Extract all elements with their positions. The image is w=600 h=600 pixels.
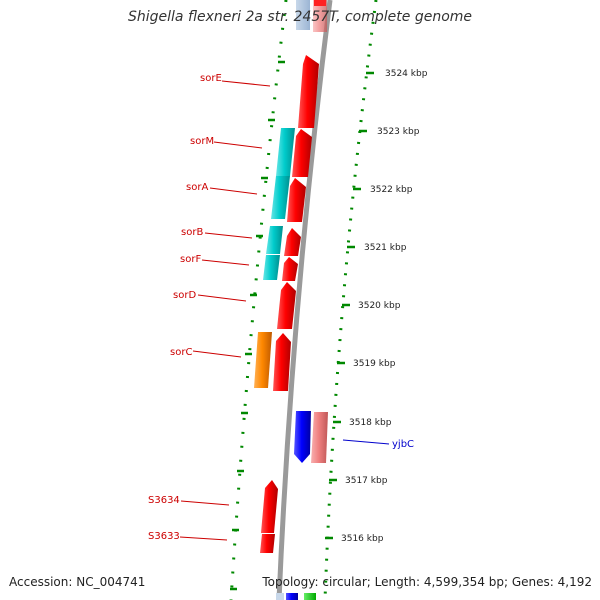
cds-feature — [260, 534, 275, 553]
gene-label-sorD[interactable]: sorD — [173, 290, 196, 301]
gene-leader-line — [180, 500, 230, 506]
gene-leader-line — [342, 439, 390, 445]
outer-scale-ticks — [325, 71, 374, 540]
scale-label-3524: 3524 kbp — [385, 69, 428, 79]
gene-label-sorE[interactable]: sorE — [200, 73, 222, 84]
cds-feature — [254, 332, 272, 388]
gene-label-yjbC[interactable]: yjbC — [392, 439, 414, 450]
gene-label-sorF[interactable]: sorF — [180, 254, 201, 265]
scale-label-3519: 3519 kbp — [353, 359, 396, 369]
cds-feature — [263, 255, 280, 280]
gene-label-sorB[interactable]: sorB — [181, 227, 203, 238]
cds-feature-top-edge — [313, 0, 327, 32]
outer-scale-arc — [323, 0, 378, 600]
cds-feature — [311, 412, 328, 463]
scale-label-3518: 3518 kbp — [349, 418, 392, 428]
genome-summary-text: Topology: circular; Length: 4,599,354 bp… — [262, 575, 592, 589]
gene-leader-line — [204, 232, 253, 239]
cds-feature-bottom-edge — [304, 593, 316, 600]
scale-label-3521: 3521 kbp — [364, 243, 407, 253]
gene-label-S3633[interactable]: S3633 — [148, 531, 180, 542]
gene-leader-line — [213, 141, 263, 149]
cds-feature — [284, 228, 301, 256]
gene-label-sorM[interactable]: sorM — [190, 136, 214, 147]
cds-feature — [271, 176, 290, 219]
inner-scale-arc — [229, 0, 288, 600]
genome-backbone — [276, 0, 333, 600]
gene-leader-line — [209, 187, 258, 195]
cds-feature — [287, 178, 306, 222]
gene-label-sorC[interactable]: sorC — [170, 347, 192, 358]
accession-text: Accession: NC_004741 — [9, 575, 146, 589]
scale-label-3523: 3523 kbp — [377, 127, 420, 137]
gene-leader-line — [192, 350, 242, 358]
cds-feature-top-edge — [296, 0, 310, 30]
cds-feature — [298, 55, 319, 128]
cds-feature — [282, 257, 298, 281]
cds-feature — [277, 282, 296, 329]
gene-leader-line — [197, 294, 247, 302]
cds-feature — [276, 128, 295, 176]
gene-leader-line — [221, 80, 271, 87]
inner-scale-ticks — [230, 60, 285, 591]
cds-feature — [266, 226, 283, 254]
gene-leader-line — [179, 536, 228, 541]
scale-label-3517: 3517 kbp — [345, 476, 388, 486]
scale-label-3522: 3522 kbp — [370, 185, 413, 195]
cds-feature — [261, 480, 278, 533]
map-title: Shigella flexneri 2a str. 2457T, complet… — [127, 9, 473, 25]
cds-feature-yjbC — [294, 411, 311, 463]
cds-feature-bottom-edge — [286, 593, 298, 600]
gene-label-S3634[interactable]: S3634 — [148, 495, 180, 506]
cds-feature-bottom-edge — [276, 593, 284, 600]
cds-feature — [292, 129, 312, 177]
gene-leader-line — [201, 259, 250, 266]
scale-label-3520: 3520 kbp — [358, 301, 401, 311]
cds-feature-top-edge — [314, 0, 326, 6]
scale-label-3516: 3516 kbp — [341, 534, 384, 544]
gene-label-sorA[interactable]: sorA — [186, 182, 208, 193]
cds-feature — [273, 333, 291, 391]
